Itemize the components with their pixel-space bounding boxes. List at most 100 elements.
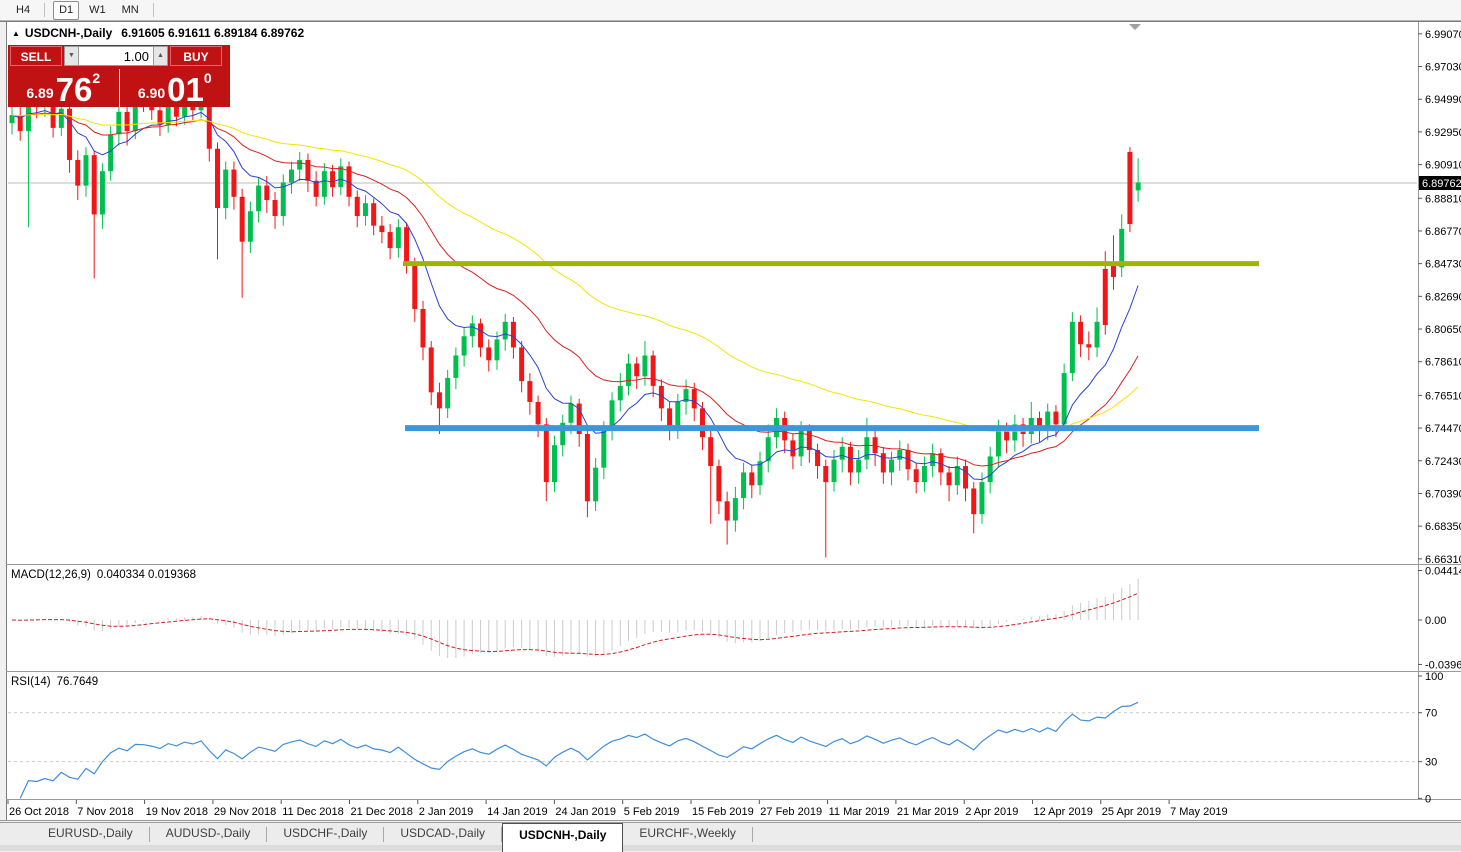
date-axis-label: 7 Nov 2018 — [77, 806, 133, 818]
candle-body — [173, 103, 179, 117]
candle-body — [963, 466, 969, 489]
price-axis-label: 6.84730 — [1425, 259, 1461, 271]
rsi-name: RSI(14) — [11, 676, 51, 688]
toolbar-separator — [44, 3, 46, 17]
price-axis-label: 6.66310 — [1425, 554, 1461, 566]
candle-body — [297, 159, 303, 170]
moving-average-line — [11, 113, 1139, 432]
candle-body — [552, 445, 558, 483]
rsi-axis-label: 0 — [1425, 793, 1431, 805]
date-axis-label: 19 Nov 2018 — [146, 806, 208, 818]
candle-body — [1012, 424, 1018, 441]
volume-input[interactable] — [79, 46, 153, 66]
candle-body — [288, 169, 294, 183]
macd-axis-label: 0.00 — [1425, 615, 1446, 627]
candle-body — [626, 363, 631, 386]
rsi-axis-label: 100 — [1425, 671, 1443, 683]
tab-eurusd-daily[interactable]: EURUSD-,Daily — [48, 826, 133, 840]
candle-body — [272, 200, 278, 217]
timeframe-h4-button[interactable]: H4 — [16, 3, 31, 16]
tab-usdcad-daily[interactable]: USDCAD-,Daily — [400, 826, 486, 840]
current-price-tag-text: 6.89762 — [1422, 178, 1461, 190]
candle-body — [765, 437, 771, 462]
sell-button[interactable]: SELL — [10, 46, 62, 66]
candle-body — [469, 323, 475, 337]
candle-body — [872, 437, 878, 454]
candle-body — [642, 355, 648, 377]
candle-body — [560, 422, 566, 446]
candle-body — [25, 95, 31, 132]
chart-tab-bar: EURUSD-,Daily AUDUSD-,Daily USDCHF-,Dail… — [0, 822, 1461, 852]
candle-body — [749, 472, 755, 486]
candle-body — [17, 115, 23, 132]
one-click-price-row: 6.89 76 2 6.90 01 0 — [8, 69, 230, 107]
candle-body — [880, 453, 886, 473]
candle-body — [1119, 228, 1125, 268]
date-axis-label: 2 Apr 2019 — [965, 806, 1018, 818]
date-axis-label: 26 Oct 2018 — [9, 806, 69, 818]
candle-body — [667, 408, 673, 430]
collapse-arrow-icon[interactable]: ▲ — [12, 28, 20, 38]
macd-signal-line — [11, 592, 1139, 656]
date-axis-label: 24 Jan 2019 — [555, 806, 616, 818]
sell-price-box[interactable]: 6.89 76 2 — [8, 69, 120, 107]
timeframe-d1-button[interactable]: D1 — [53, 0, 80, 20]
candle-body — [921, 466, 927, 483]
candle-body — [1069, 321, 1075, 374]
tab-usdchf-daily[interactable]: USDCHF-,Daily — [283, 826, 368, 840]
candle-body — [182, 100, 188, 117]
candle-body — [675, 401, 681, 430]
candle-body — [995, 429, 1001, 457]
price-axis-label: 6.80650 — [1425, 324, 1461, 336]
candle-body — [280, 182, 286, 217]
candle-body — [650, 355, 656, 386]
candle-body — [897, 450, 903, 460]
macd-indicator-label: MACD(12,26,9) 0.040334 0.019368 — [11, 569, 196, 581]
date-axis-label: 21 Mar 2019 — [897, 806, 959, 818]
candle-body — [979, 482, 985, 515]
candle-body — [1078, 321, 1084, 345]
tab-separator — [501, 827, 503, 842]
candle-body — [338, 166, 344, 188]
candle-body — [502, 321, 508, 340]
date-axis-label: 25 Apr 2019 — [1102, 806, 1161, 818]
tab-audusd-daily[interactable]: AUDUSD-,Daily — [165, 826, 251, 840]
timeframe-mn-button[interactable]: MN — [121, 3, 139, 16]
timeframe-w1-button[interactable]: W1 — [89, 3, 106, 16]
buy-button[interactable]: BUY — [170, 46, 222, 66]
candle-body — [757, 461, 763, 486]
candle-body — [124, 111, 130, 132]
buy-price-box[interactable]: 6.90 01 0 — [119, 69, 230, 107]
macd-values: 0.040334 0.019368 — [96, 569, 197, 581]
tab-bar-strip — [0, 845, 1461, 851]
candle-body — [330, 171, 336, 188]
volume-increase-button[interactable]: ▲ — [153, 46, 168, 66]
price-axis-label: 6.92950 — [1425, 127, 1461, 139]
tab-usdcnh-daily[interactable]: USDCNH-,Daily — [502, 823, 624, 852]
rsi-axis-label: 30 — [1425, 757, 1437, 769]
price-axis-label: 6.72430 — [1425, 456, 1461, 468]
candle-body — [930, 453, 936, 467]
candle-body — [576, 403, 582, 434]
candle-body — [83, 155, 89, 186]
one-click-top-row: SELL ▼ ▲ BUY — [8, 45, 230, 67]
chart-canvas[interactable]: 6.99070 6.97030 6.94990 6.92950 6.90910 6.888… — [0, 0, 1461, 822]
tab-eurchf-weekly[interactable]: EURCHF-,Weekly — [639, 826, 736, 840]
candle-body — [790, 440, 796, 457]
candle-body — [264, 185, 270, 201]
candle-body — [247, 211, 253, 242]
candle-body — [371, 203, 377, 226]
candle-body — [165, 103, 171, 125]
candle-body — [839, 446, 845, 460]
candle-body — [1110, 264, 1116, 277]
candle-body — [708, 437, 714, 467]
macd-name: MACD(12,26,9) — [11, 569, 91, 581]
volume-decrease-button[interactable]: ▼ — [64, 46, 79, 66]
candle-body — [404, 227, 410, 265]
candle-body — [223, 169, 229, 209]
tab-separator — [266, 827, 268, 842]
candle-body — [453, 355, 459, 378]
price-axis-label: 6.82690 — [1425, 291, 1461, 303]
candle-body — [412, 264, 418, 309]
date-axis-label: 11 Dec 2018 — [282, 806, 344, 818]
